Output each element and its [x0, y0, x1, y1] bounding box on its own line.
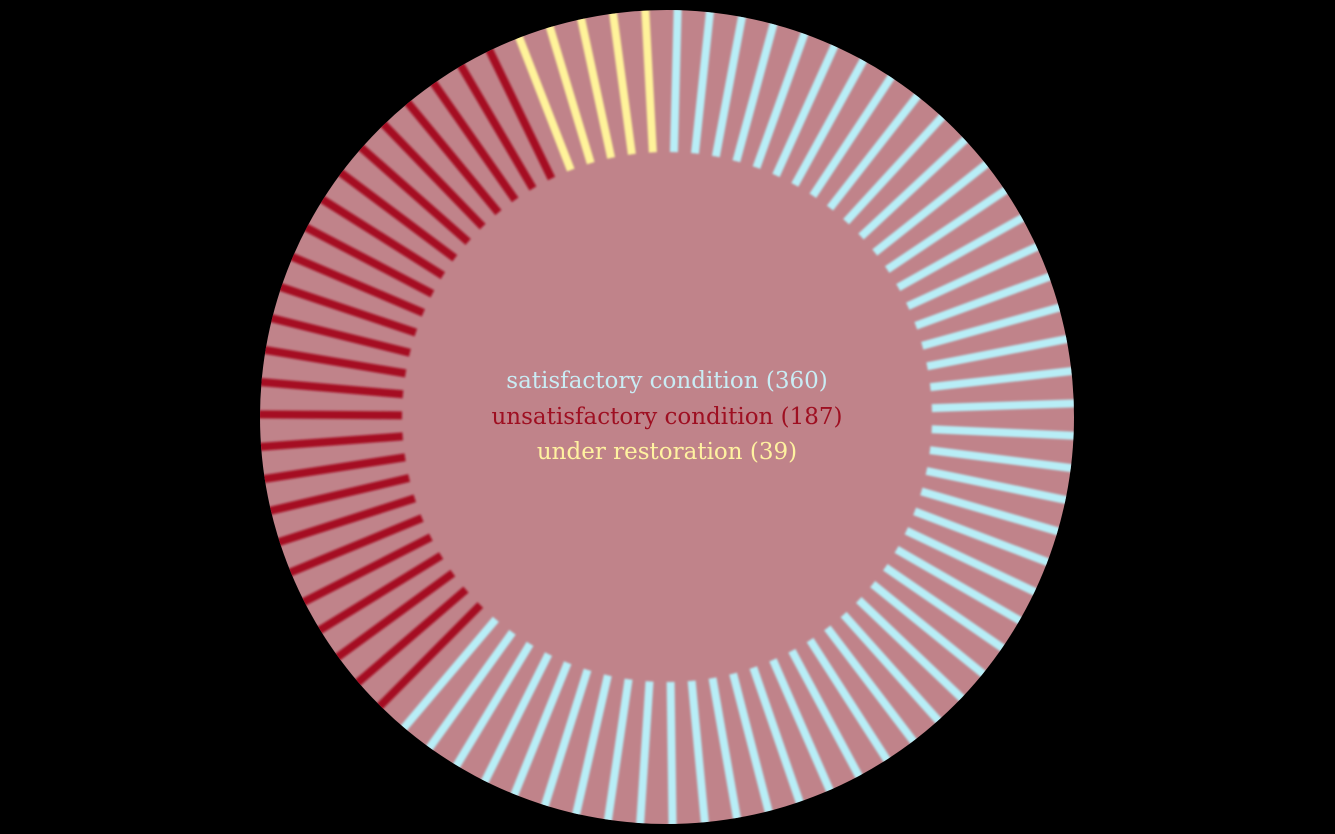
tick-mark — [904, 527, 1042, 598]
tick-mark — [906, 240, 1044, 310]
legend-unsatisfactory: unsatisfactory condition (187) — [491, 403, 843, 430]
legend-satisfactory: satisfactory condition (360) — [506, 368, 828, 394]
legend: satisfactory condition (360) unsatisfact… — [367, 364, 967, 471]
tick-mark — [640, 10, 657, 153]
tick-mark — [913, 507, 1055, 568]
tick-mark — [824, 625, 921, 749]
legend-under-restoration: under restoration (39) — [536, 439, 798, 465]
tick-mark — [772, 38, 841, 178]
tick-mark — [260, 345, 407, 378]
tick-mark — [513, 30, 575, 172]
tick-mark — [883, 563, 1010, 655]
tick-mark — [427, 76, 519, 203]
tick-mark — [264, 474, 411, 516]
tick-mark — [840, 611, 946, 728]
tick-mark — [929, 366, 1074, 392]
tick-mark — [858, 132, 973, 240]
tick-mark — [806, 637, 894, 767]
tick-mark — [843, 109, 950, 225]
tick-mark — [312, 552, 444, 637]
tick-mark — [749, 666, 806, 809]
tick-mark — [920, 487, 1065, 537]
tick-mark — [260, 453, 406, 484]
tick-mark — [508, 661, 572, 802]
tick-mark — [896, 211, 1030, 291]
tick-mark — [315, 193, 446, 279]
tick-mark — [669, 10, 682, 153]
tick-mark — [544, 20, 595, 165]
tick-mark — [791, 53, 870, 187]
tick-mark — [351, 586, 469, 690]
tick-mark — [603, 678, 633, 824]
tick-mark — [450, 641, 534, 773]
tick-mark — [608, 10, 636, 155]
tick-mark — [870, 581, 991, 681]
tick-mark — [376, 117, 486, 230]
tick-mark — [687, 680, 710, 824]
tick-mark — [422, 629, 516, 755]
tick-mark — [283, 514, 424, 579]
tick-mark — [260, 377, 404, 399]
tick-mark — [872, 157, 994, 256]
tick-mark — [708, 677, 742, 824]
tick-mark — [272, 494, 417, 548]
tick-mark — [690, 10, 715, 154]
tick-mark — [732, 17, 779, 163]
tick-mark — [925, 467, 1073, 506]
tick-mark — [373, 602, 484, 713]
tick-mark — [260, 432, 404, 452]
tick-mark — [931, 399, 1074, 413]
tick-mark — [926, 334, 1074, 371]
tick-mark — [809, 69, 898, 198]
tick-mark — [826, 88, 925, 211]
tick-mark — [297, 533, 433, 608]
tick-mark — [666, 681, 677, 824]
tick-mark — [769, 658, 836, 798]
tick-mark — [539, 668, 592, 813]
tick-mark — [894, 545, 1027, 627]
tick-mark — [570, 674, 612, 821]
tick-mark — [354, 141, 471, 245]
tick-mark — [752, 26, 811, 169]
tick-mark — [931, 425, 1074, 441]
tick-mark — [454, 58, 537, 191]
tick-mark — [635, 681, 654, 824]
tick-mark — [299, 221, 435, 298]
tick-mark — [401, 95, 502, 216]
tick-mark — [483, 43, 556, 181]
tick-mark — [265, 312, 411, 357]
tick-mark — [855, 597, 969, 705]
tick-mark — [576, 12, 616, 159]
tick-mark — [285, 250, 425, 317]
tick-mark — [260, 410, 403, 420]
tick-mark — [729, 672, 774, 818]
tick-mark — [929, 446, 1074, 473]
tick-mark — [921, 302, 1066, 350]
tick-mark — [914, 271, 1057, 330]
tick-mark — [330, 569, 456, 664]
tick-mark — [711, 10, 748, 158]
tick-mark — [274, 281, 418, 337]
tick-mark — [333, 166, 458, 262]
tick-mark — [788, 648, 866, 784]
tick-mark — [884, 183, 1013, 273]
tick-group — [260, 10, 1074, 824]
tick-mark — [397, 616, 499, 735]
tick-mark — [478, 652, 553, 789]
